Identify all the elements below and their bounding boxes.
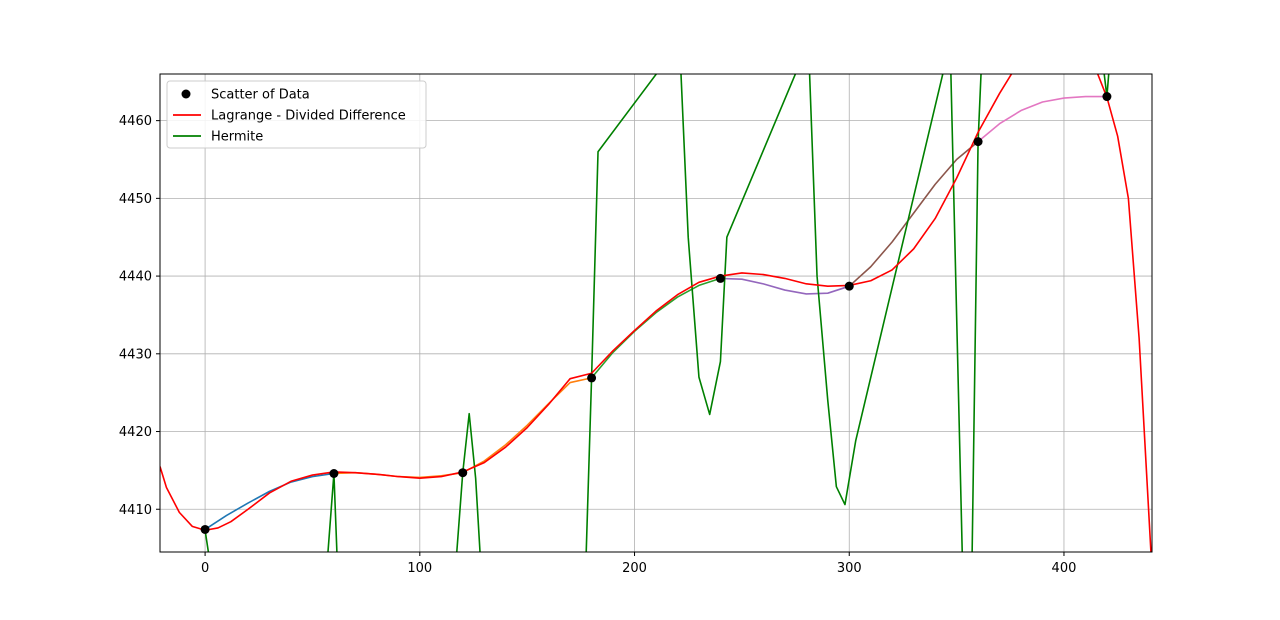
data-point [458, 468, 468, 478]
y-tick-label: 4440 [119, 270, 152, 285]
legend-box [166, 80, 427, 149]
plot-frame [159, 73, 1153, 553]
x-tick-label: 400 [1052, 561, 1077, 576]
x-tick-label: 0 [201, 561, 209, 576]
legend-label: Lagrange - Divided Difference [211, 109, 406, 124]
data-point [1102, 92, 1112, 102]
legend-label: Hermite [211, 130, 263, 145]
data-point [200, 524, 210, 534]
y-tick-label: 4420 [119, 425, 152, 440]
legend-marker [181, 89, 191, 99]
y-tick-label: 4460 [119, 114, 152, 129]
spline-segment-line-1 [204, 472, 335, 531]
spline-segment-line-5 [848, 141, 979, 287]
axis-ticks: 0 100 200 300 400 4410 4420 4430 4440 4450 4460 [119, 114, 1076, 576]
x-tick-label: 300 [837, 561, 862, 576]
legend-label: Scatter of Data [211, 88, 310, 103]
spline-segment-line-4 [720, 277, 850, 295]
y-tick-label: 4430 [119, 347, 152, 362]
spline-segment-line-3 [590, 277, 721, 379]
legend: Scatter of Data Lagrange - Divided Differ… [166, 80, 427, 149]
data-point [329, 468, 339, 478]
spline-segment-line-6 [977, 95, 1107, 143]
x-tick-label: 100 [407, 561, 432, 576]
y-tick-label: 4410 [119, 503, 152, 518]
data-point [844, 281, 854, 291]
hermite-line [204, 74, 1110, 552]
spline-segment-line-2 [333, 377, 592, 479]
scatter-points [200, 92, 1112, 534]
data-point [587, 373, 597, 383]
x-tick-label: 200 [622, 561, 647, 576]
lagrange-divided-difference-line [160, 74, 1152, 552]
data-point [973, 137, 983, 147]
y-tick-label: 4450 [119, 192, 152, 207]
data-point [715, 273, 725, 283]
